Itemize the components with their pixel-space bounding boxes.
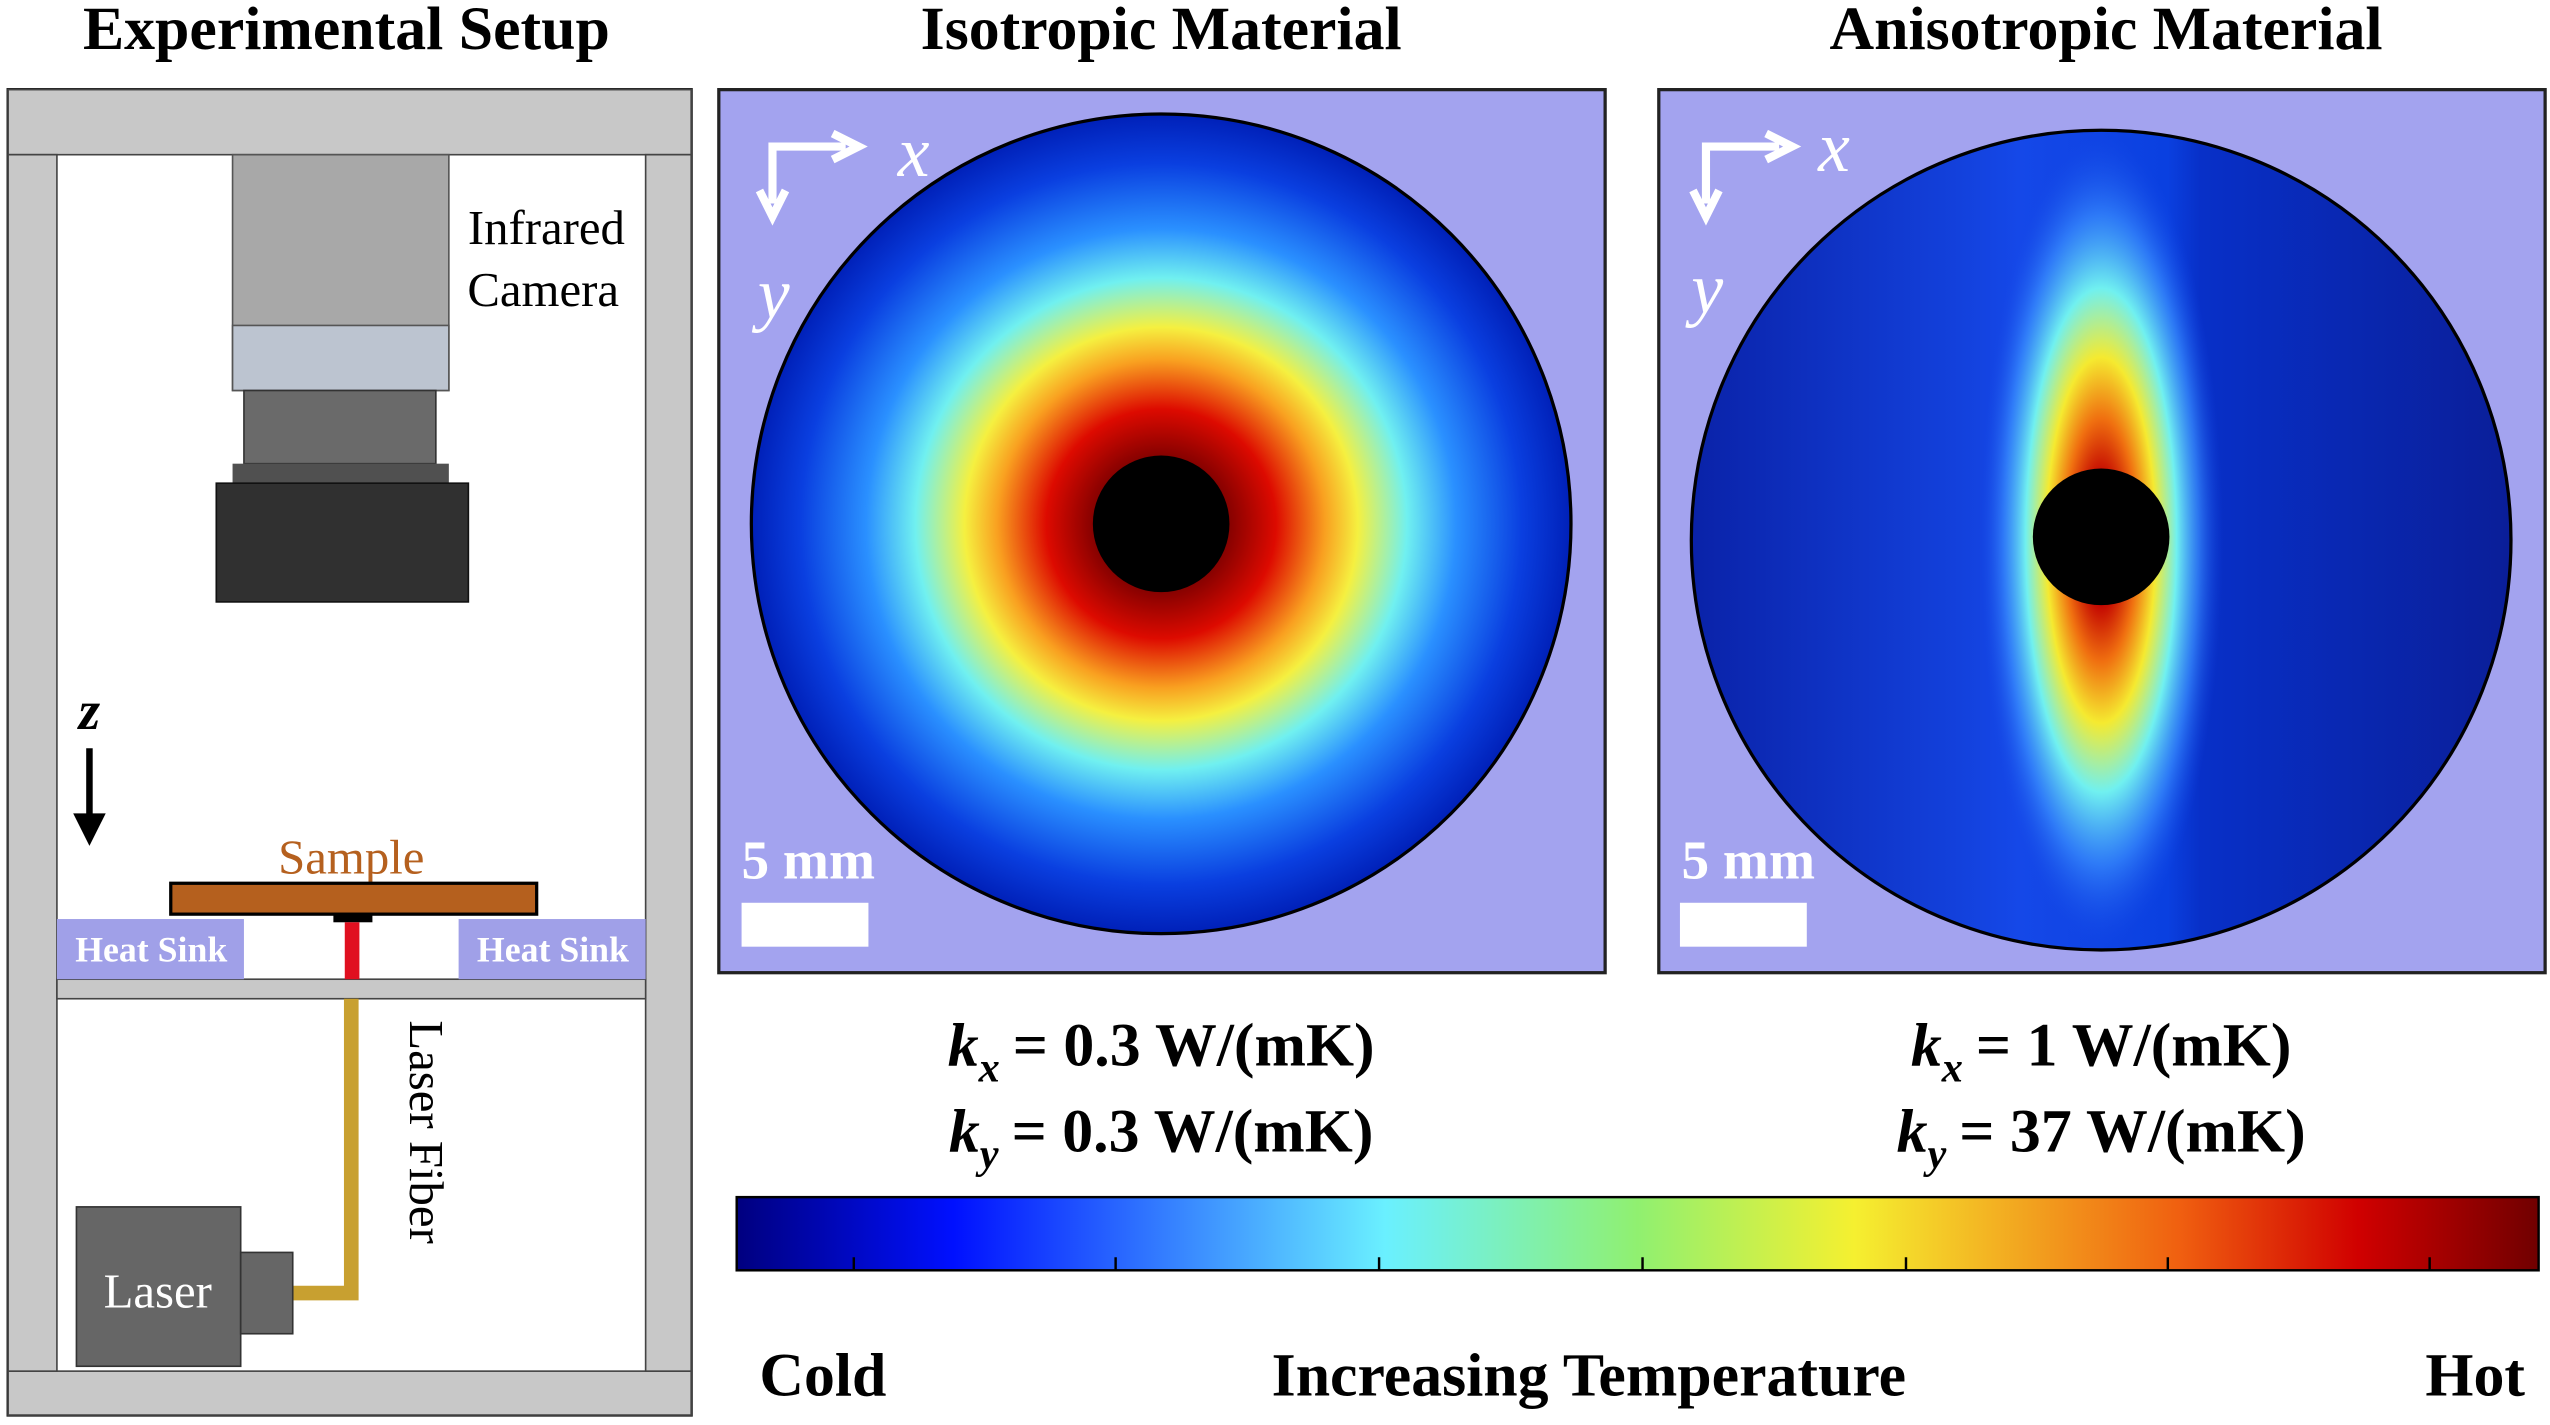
axis-label: x <box>1817 108 1850 187</box>
sample-label: Sample <box>278 831 424 885</box>
fiber-label: Laser Fiber <box>399 1020 453 1243</box>
heat-sink-label: Heat Sink <box>75 929 227 969</box>
kx-text: kx = 0.3 W/(mK) <box>948 1011 1375 1091</box>
ky-text: ky = 0.3 W/(mK) <box>949 1098 1373 1178</box>
kx-text: kx = 1 W/(mK) <box>1911 1011 2292 1091</box>
panel-title: Anisotropic Material <box>1829 0 2382 63</box>
camera-label: Camera <box>467 263 619 317</box>
ky-text: ky = 37 W/(mK) <box>1897 1098 2306 1178</box>
laser-label: Laser <box>104 1265 212 1319</box>
colorbar-cold: Cold <box>759 1342 886 1410</box>
axis-label: x <box>897 113 930 192</box>
colorbar-hot: Hot <box>2425 1342 2525 1410</box>
axis-label: y <box>752 254 790 333</box>
scale-label: 5 mm <box>741 829 875 890</box>
axis-label: y <box>1685 249 1723 328</box>
scale-label: 5 mm <box>1681 829 1815 890</box>
axis-label: z <box>77 680 101 741</box>
camera-label: Infrared <box>468 201 625 255</box>
panel-title: Experimental Setup <box>83 0 610 63</box>
heat-sink-label: Heat Sink <box>477 929 629 969</box>
panel-title: Isotropic Material <box>921 0 1402 63</box>
colorbar-label: Increasing Temperature <box>1272 1342 1906 1410</box>
